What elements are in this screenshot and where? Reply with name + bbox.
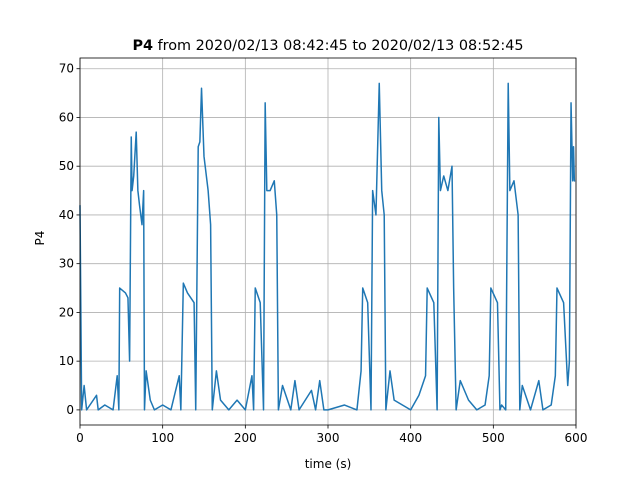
- y-tick-label: 30: [59, 257, 74, 271]
- y-tick-label: 10: [59, 354, 74, 368]
- line-series: [79, 82, 576, 411]
- title-bold: P4: [132, 38, 153, 54]
- y-tick-label: 60: [59, 110, 74, 124]
- chart-title: P4 from 2020/02/13 08:42:45 to 2020/02/1…: [132, 38, 523, 54]
- y-tick-label: 0: [66, 403, 74, 417]
- x-tick-label: 500: [482, 431, 505, 445]
- plot-frame: [79, 57, 577, 426]
- x-tick-label: 300: [317, 431, 340, 445]
- x-tick-label: 400: [399, 431, 422, 445]
- y-tick-label: 50: [59, 159, 74, 173]
- x-tick-label: 0: [76, 431, 84, 445]
- y-tick-label: 70: [59, 62, 74, 76]
- y-tick-label: 40: [59, 208, 74, 222]
- x-tick-label: 100: [151, 431, 174, 445]
- y-tick-label: 20: [59, 305, 74, 319]
- title-rest: from 2020/02/13 08:42:45 to 2020/02/13 0…: [158, 38, 524, 54]
- x-tick-label: 200: [234, 431, 257, 445]
- y-axis-label: P4: [33, 231, 47, 246]
- x-tick-label: 600: [565, 431, 588, 445]
- x-axis-label: time (s): [305, 457, 352, 471]
